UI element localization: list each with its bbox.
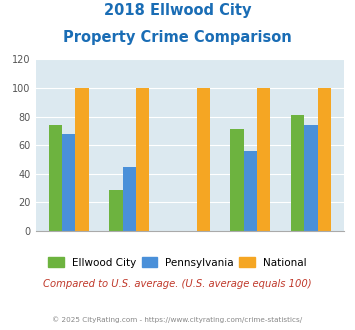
Bar bbox=[318, 88, 331, 231]
Bar bbox=[304, 125, 318, 231]
Bar bbox=[49, 125, 62, 231]
Legend: Ellwood City, Pennsylvania, National: Ellwood City, Pennsylvania, National bbox=[45, 254, 310, 271]
Bar bbox=[230, 129, 244, 231]
Text: Property Crime Comparison: Property Crime Comparison bbox=[63, 30, 292, 45]
Bar bbox=[136, 88, 149, 231]
Text: © 2025 CityRating.com - https://www.cityrating.com/crime-statistics/: © 2025 CityRating.com - https://www.city… bbox=[53, 317, 302, 323]
Bar bbox=[291, 115, 304, 231]
Bar bbox=[62, 134, 76, 231]
Bar bbox=[257, 88, 271, 231]
Bar bbox=[76, 88, 89, 231]
Text: 2018 Ellwood City: 2018 Ellwood City bbox=[104, 3, 251, 18]
Bar bbox=[109, 189, 123, 231]
Bar bbox=[244, 151, 257, 231]
Text: Compared to U.S. average. (U.S. average equals 100): Compared to U.S. average. (U.S. average … bbox=[43, 279, 312, 289]
Bar bbox=[123, 167, 136, 231]
Bar bbox=[197, 88, 210, 231]
